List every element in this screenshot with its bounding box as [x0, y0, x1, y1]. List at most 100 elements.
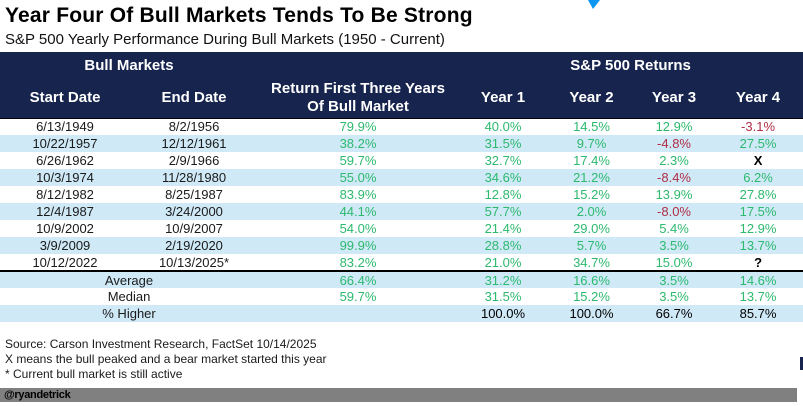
return-cell: -3.1%	[741, 119, 776, 135]
table-row: 12/4/1987 3/24/2000 44.1% 57.7% 2.0% -8.0% 17.…	[0, 203, 803, 220]
group-header-bull-markets: Bull Markets	[0, 52, 259, 78]
group-header-sp500-returns: S&P 500 Returns	[458, 52, 803, 78]
table-row: 6/13/1949 8/2/1956 79.9% 40.0% 14.5% 12.9% -3.…	[0, 118, 803, 135]
bull-markets-table: Bull Markets S&P 500 Returns Start Date …	[0, 52, 803, 322]
summary-value-cell: 85.7%	[739, 306, 777, 321]
return-cell: 21.2%	[573, 170, 610, 185]
return-cell: 29.0%	[573, 221, 610, 236]
summary-value-cell: 15.2%	[573, 289, 610, 304]
return-cell: 9.7%	[576, 136, 607, 151]
col-header-end-date: End Date	[130, 78, 259, 118]
table-body: 6/13/1949 8/2/1956 79.9% 40.0% 14.5% 12.9% -3.…	[0, 118, 803, 322]
return-cell: 13.7%	[739, 238, 777, 253]
footnote-source: Source: Carson Investment Research, Fact…	[5, 337, 317, 351]
return-cell: 28.8%	[484, 238, 522, 253]
date-cell: 8/25/1987	[165, 187, 223, 202]
summary-label: Median	[107, 289, 151, 304]
return-cell: 13.9%	[655, 187, 693, 202]
return-cell: 34.7%	[573, 254, 610, 270]
return-cell: -4.8%	[657, 136, 691, 151]
summary-value-cell: 100.0%	[569, 306, 614, 321]
return-cell: 55.0%	[339, 170, 377, 185]
author-handle-bar: @ryandetrick	[0, 388, 797, 402]
return-cell: 12.9%	[655, 119, 693, 135]
edge-artifact	[800, 357, 803, 370]
col-header-year3: Year 3	[635, 78, 714, 118]
date-cell: 10/12/2022	[32, 254, 98, 270]
return-cell: 21.0%	[484, 254, 522, 270]
return-cell: 27.5%	[739, 136, 777, 151]
return-cell: -8.0%	[657, 204, 691, 219]
return-cell: 54.0%	[339, 221, 377, 236]
table-row: 8/12/1982 8/25/1987 83.9% 12.8% 15.2% 13.9% 27…	[0, 186, 803, 203]
summary-value-cell: 31.5%	[484, 289, 522, 304]
page-subtitle: S&P 500 Yearly Performance During Bull M…	[5, 31, 445, 48]
return-cell: 40.0%	[484, 119, 522, 135]
column-header-row: Start Date End Date Return First Three Y…	[0, 78, 803, 118]
date-cell: 10/9/2007	[165, 221, 223, 236]
cursor-artifact-icon	[588, 0, 600, 9]
return-cell: 15.2%	[573, 187, 610, 202]
return-cell: 59.7%	[339, 153, 377, 168]
date-cell: 10/3/1974	[36, 170, 94, 185]
return-cell: 99.9%	[339, 238, 377, 253]
date-cell: 10/9/2002	[36, 221, 94, 236]
table-row: 10/12/2022 10/13/2025* 83.2% 21.0% 34.7% 15.0…	[0, 254, 803, 271]
footnote-active-bull: * Current bull market is still active	[5, 367, 183, 381]
return-cell: 32.7%	[484, 153, 522, 168]
date-cell: 6/13/1949	[36, 119, 94, 135]
return-cell: 14.5%	[573, 119, 610, 135]
col-header-first-three-years: Return First Three Years Of Bull Market	[258, 78, 459, 118]
return-cell: 3.5%	[659, 238, 689, 253]
return-cell: 12.8%	[484, 187, 522, 202]
return-cell: X	[753, 153, 763, 168]
date-cell: 8/12/1982	[36, 187, 94, 202]
date-cell: 12/12/1961	[161, 136, 227, 151]
date-cell: 12/4/1987	[36, 204, 94, 219]
return-cell: 79.9%	[339, 119, 377, 135]
date-cell: 11/28/1980	[161, 170, 227, 185]
return-cell: -8.4%	[657, 170, 691, 185]
table-row: 10/3/1974 11/28/1980 55.0% 34.6% 21.2% -8.4% 6…	[0, 169, 803, 186]
return-cell: 57.7%	[484, 204, 522, 219]
return-cell: 83.2%	[339, 254, 377, 270]
summary-value-cell: 13.7%	[739, 289, 777, 304]
date-cell: 8/2/1956	[168, 119, 220, 135]
return-cell: 5.4%	[659, 221, 689, 236]
table-header: Bull Markets S&P 500 Returns Start Date …	[0, 52, 803, 118]
date-cell: 3/24/2000	[165, 204, 223, 219]
return-cell: 21.4%	[484, 221, 522, 236]
return-cell: 27.8%	[739, 187, 777, 202]
summary-value-cell: 59.7%	[339, 289, 377, 304]
col-header-start-date: Start Date	[0, 78, 130, 118]
table-row: 6/26/1962 2/9/1966 59.7% 32.7% 17.4% 2.3% X	[0, 152, 803, 169]
page-title: Year Four Of Bull Markets Tends To Be St…	[5, 4, 473, 27]
date-cell: 2/9/1966	[168, 153, 220, 168]
return-cell: 34.6%	[484, 170, 522, 185]
summary-label: % Higher	[102, 306, 156, 321]
group-header-spacer	[258, 52, 459, 78]
summary-row: Average 66.4% 31.2% 16.6% 3.5% 14.6%	[0, 271, 803, 288]
return-cell: 5.7%	[576, 238, 607, 253]
table-row: 10/9/2002 10/9/2007 54.0% 21.4% 29.0% 5.4% 12.…	[0, 220, 803, 237]
date-cell: 10/13/2025*	[158, 254, 230, 270]
return-cell: 15.0%	[655, 254, 693, 270]
summary-value-cell: 100.0%	[480, 306, 526, 321]
return-cell: 2.3%	[659, 153, 689, 168]
date-cell: 3/9/2009	[39, 238, 91, 253]
summary-value-cell: 3.5%	[659, 272, 689, 288]
summary-row: % Higher 100.0% 100.0% 66.7% 85.7%	[0, 305, 803, 322]
table-row: 3/9/2009 2/19/2020 99.9% 28.8% 5.7% 3.5% 13.7%	[0, 237, 803, 254]
group-header-row: Bull Markets S&P 500 Returns	[0, 52, 803, 78]
return-cell: 83.9%	[339, 187, 377, 202]
return-cell: 44.1%	[339, 204, 377, 219]
return-cell: 12.9%	[739, 221, 777, 236]
return-cell: ?	[754, 254, 763, 270]
return-cell: 2.0%	[576, 204, 607, 219]
summary-value-cell: 66.4%	[339, 272, 377, 288]
return-cell: 17.4%	[573, 153, 610, 168]
summary-value-cell: 14.6%	[739, 272, 777, 288]
col-header-year4: Year 4	[713, 78, 803, 118]
return-cell: 31.5%	[484, 136, 522, 151]
